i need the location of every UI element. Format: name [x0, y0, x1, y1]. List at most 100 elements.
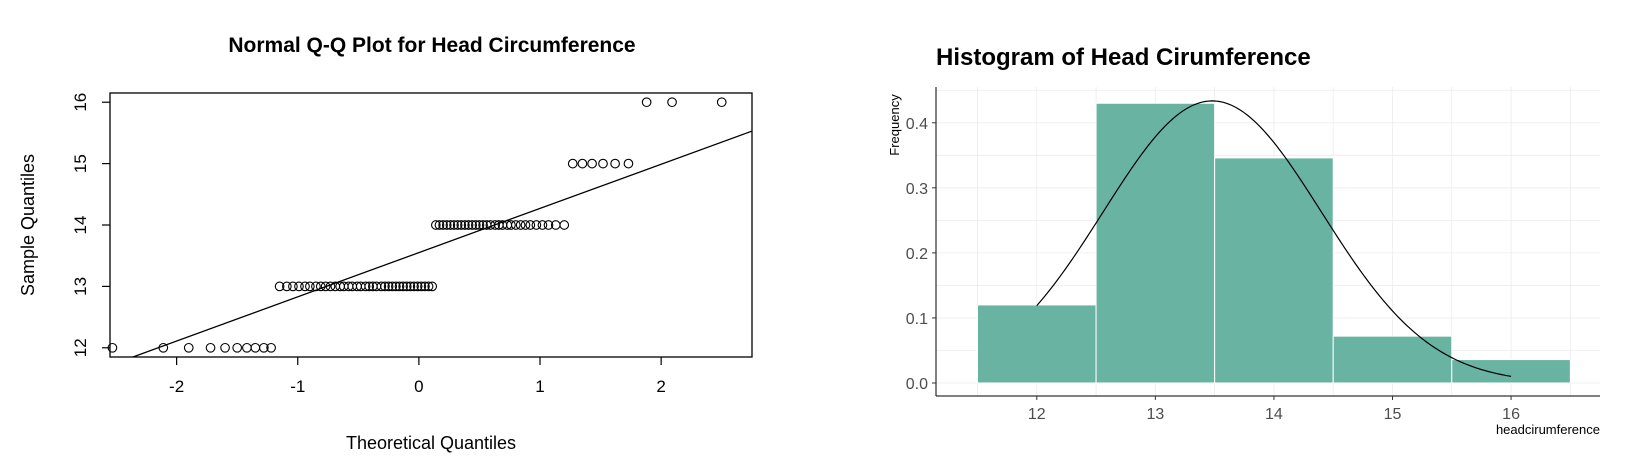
qq-y-tick-label: 13 — [71, 277, 90, 296]
qq-point — [490, 220, 501, 230]
qq-point — [416, 281, 427, 292]
qq-point — [412, 281, 423, 292]
qq-point — [242, 342, 252, 353]
qq-point — [430, 220, 441, 230]
histogram-x-tick-label: 13 — [1146, 406, 1164, 423]
qq-point — [478, 220, 488, 230]
qq-point — [623, 158, 634, 169]
histogram-y-axis-label: Frequency — [887, 94, 902, 156]
qq-point — [520, 220, 531, 230]
qq-point — [320, 281, 331, 292]
histogram-bar — [977, 304, 1097, 384]
qq-point — [394, 281, 405, 292]
qq-point — [452, 220, 463, 230]
qq-point — [409, 281, 419, 292]
qq-plot-panel: Normal Q-Q Plot for Head Circumference -… — [18, 34, 753, 453]
qq-point — [537, 220, 548, 230]
histogram-x-tick-label: 15 — [1384, 406, 1402, 423]
qq-y-tick-label: 12 — [71, 338, 90, 357]
histogram-title: Histogram of Head Cirumference — [936, 44, 1311, 71]
qq-point — [463, 220, 474, 230]
qq-point — [577, 158, 588, 169]
histogram-x-tick-label: 14 — [1265, 406, 1283, 423]
qq-point — [305, 281, 315, 292]
qq-point — [716, 97, 727, 108]
qq-point — [360, 281, 371, 292]
qq-point — [232, 342, 243, 353]
qq-x-tick-label: 1 — [535, 377, 544, 396]
qq-x-tick-label: 2 — [656, 377, 665, 396]
qq-point — [282, 281, 292, 292]
histogram-bar — [1332, 335, 1453, 384]
qq-point — [449, 220, 459, 230]
qq-point — [183, 342, 194, 353]
qq-point — [434, 220, 445, 230]
qq-point — [398, 281, 408, 292]
qq-reference-line — [130, 130, 752, 357]
qq-point — [510, 220, 521, 230]
qq-y-tick-label: 16 — [71, 93, 90, 112]
qq-point — [205, 342, 216, 353]
qq-point — [380, 281, 390, 292]
qq-point — [266, 342, 276, 353]
qq-point — [423, 281, 434, 292]
qq-point — [288, 281, 298, 292]
histogram-panel: Histogram of Head Cirumference 0.0 0.1 0.2… — [887, 44, 1600, 437]
qq-point — [315, 281, 326, 292]
qq-point — [420, 281, 430, 292]
qq-point — [567, 158, 578, 169]
qq-point — [325, 281, 336, 292]
qq-y-tick-label: 15 — [71, 154, 90, 173]
qq-point — [383, 281, 394, 292]
qq-point — [220, 342, 230, 353]
histogram-density-curve — [1036, 100, 1512, 377]
qq-points — [107, 97, 727, 353]
qq-point — [445, 220, 456, 230]
histogram-y-tick-label: 0.2 — [906, 246, 928, 263]
qq-point — [107, 342, 118, 353]
histogram-y-tick-label: 0.1 — [906, 311, 928, 328]
qq-point — [274, 281, 285, 292]
qq-point — [467, 220, 478, 230]
qq-line-layer — [130, 130, 752, 357]
qq-point — [543, 220, 554, 230]
qq-point — [587, 158, 597, 169]
histogram-bars — [977, 102, 1571, 384]
qq-point — [641, 97, 652, 108]
histogram-bar — [1451, 359, 1571, 384]
qq-point — [456, 220, 467, 230]
qq-point — [401, 281, 412, 292]
qq-point — [387, 281, 398, 292]
qq-point — [598, 158, 608, 169]
qq-point — [667, 97, 677, 108]
qq-x-tick-label: 0 — [414, 377, 423, 396]
histogram-x-tick-label: 16 — [1502, 406, 1520, 423]
qq-x-axis-label: Theoretical Quantiles — [346, 433, 516, 453]
qq-point — [525, 220, 536, 230]
histogram-x-axis-label: headcirumference — [1496, 422, 1600, 437]
qq-point — [258, 342, 269, 353]
qq-point — [610, 158, 620, 169]
qq-point — [300, 281, 310, 292]
qq-point — [391, 281, 401, 292]
qq-point — [311, 281, 321, 292]
qq-point — [438, 220, 448, 230]
qq-point — [364, 281, 375, 292]
qq-y-axis-label: Sample Quantiles — [18, 154, 38, 296]
qq-point — [158, 342, 169, 353]
histogram-y-tick-label: 0.4 — [906, 116, 928, 133]
qq-point — [506, 220, 516, 230]
qq-x-tick-label: -1 — [290, 377, 305, 396]
qq-point — [294, 281, 304, 292]
qq-point — [474, 220, 485, 230]
qq-point — [515, 220, 526, 230]
qq-point — [460, 220, 470, 230]
qq-y-tick-label: 14 — [71, 216, 90, 235]
histogram-bar — [1214, 157, 1334, 384]
qq-point — [441, 220, 452, 230]
qq-point — [250, 342, 261, 353]
histogram-bar — [1095, 102, 1216, 384]
qq-point — [405, 281, 416, 292]
